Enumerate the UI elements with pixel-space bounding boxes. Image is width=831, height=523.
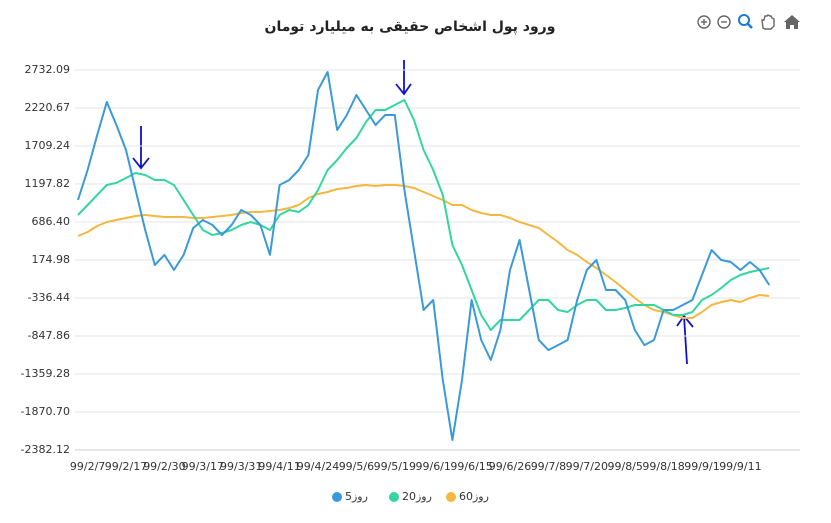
y-tick-label: 1709.24 [25, 139, 71, 152]
arrow [132, 126, 150, 170]
y-tick-label: -1870.70 [21, 405, 70, 418]
y-tick-label: -847.86 [28, 329, 70, 342]
chart-title: ورود پول اشخاص حقیقی به میلیارد تومان [265, 19, 556, 35]
x-tick-label: 99/3/31 [220, 460, 262, 473]
x-tick-label: 99/4/11 [258, 460, 300, 473]
legend-item[interactable]: روز20 [389, 490, 432, 503]
x-tick-label: 99/9/11 [719, 460, 761, 473]
y-tick-label: 686.40 [32, 215, 71, 228]
zoom-select-button[interactable] [738, 14, 753, 29]
x-tick-label: 99/4/24 [297, 460, 339, 473]
x-tick-label: 99/9/1 [684, 460, 719, 473]
x-tick-label: 99/5/19 [374, 460, 416, 473]
x-tick-label: 99/2/7 [70, 460, 105, 473]
zoom-out-button[interactable] [717, 15, 731, 29]
x-tick-label: 99/7/20 [566, 460, 608, 473]
y-tick-label: -336.44 [28, 291, 70, 304]
arrow [676, 314, 694, 365]
x-tick-label: 99/2/30 [143, 460, 185, 473]
arrow [395, 60, 412, 96]
toolbar [697, 14, 800, 30]
legend-label: روز60 [459, 490, 489, 503]
y-tick-label: -1359.28 [21, 367, 70, 380]
y-tick-label: 2732.09 [25, 63, 71, 76]
x-tick-label: 99/6/15 [450, 460, 492, 473]
zoom-in-button[interactable] [697, 15, 711, 29]
reset-button[interactable] [784, 15, 800, 29]
series-line [77, 99, 770, 331]
x-tick-label: 99/2/17 [105, 460, 147, 473]
x-tick-label: 99/8/18 [642, 460, 684, 473]
y-tick-label: 1197.82 [25, 177, 71, 190]
x-tick-label: 99/6/1 [415, 460, 450, 473]
y-tick-label: -2382.12 [21, 443, 70, 456]
x-tick-label: 99/5/6 [339, 460, 374, 473]
series-line [77, 184, 770, 319]
series-line [77, 71, 771, 441]
legend-item[interactable]: روز5 [332, 490, 368, 503]
legend-item[interactable]: روز60 [446, 490, 489, 503]
y-tick-label: 2220.67 [25, 101, 71, 114]
legend-marker [332, 492, 342, 502]
x-tick-label: 99/8/5 [607, 460, 642, 473]
x-tick-label: 99/6/26 [489, 460, 531, 473]
y-tick-label: 174.98 [32, 253, 71, 266]
x-tick-label: 99/7/8 [531, 460, 566, 473]
legend-label: روز5 [345, 490, 368, 503]
annotations [132, 60, 694, 365]
legend-marker [389, 492, 399, 502]
x-tick-label: 99/3/17 [182, 460, 224, 473]
legend-marker [446, 492, 456, 502]
legend-label: روز20 [402, 490, 432, 503]
pan-button[interactable] [761, 14, 775, 30]
